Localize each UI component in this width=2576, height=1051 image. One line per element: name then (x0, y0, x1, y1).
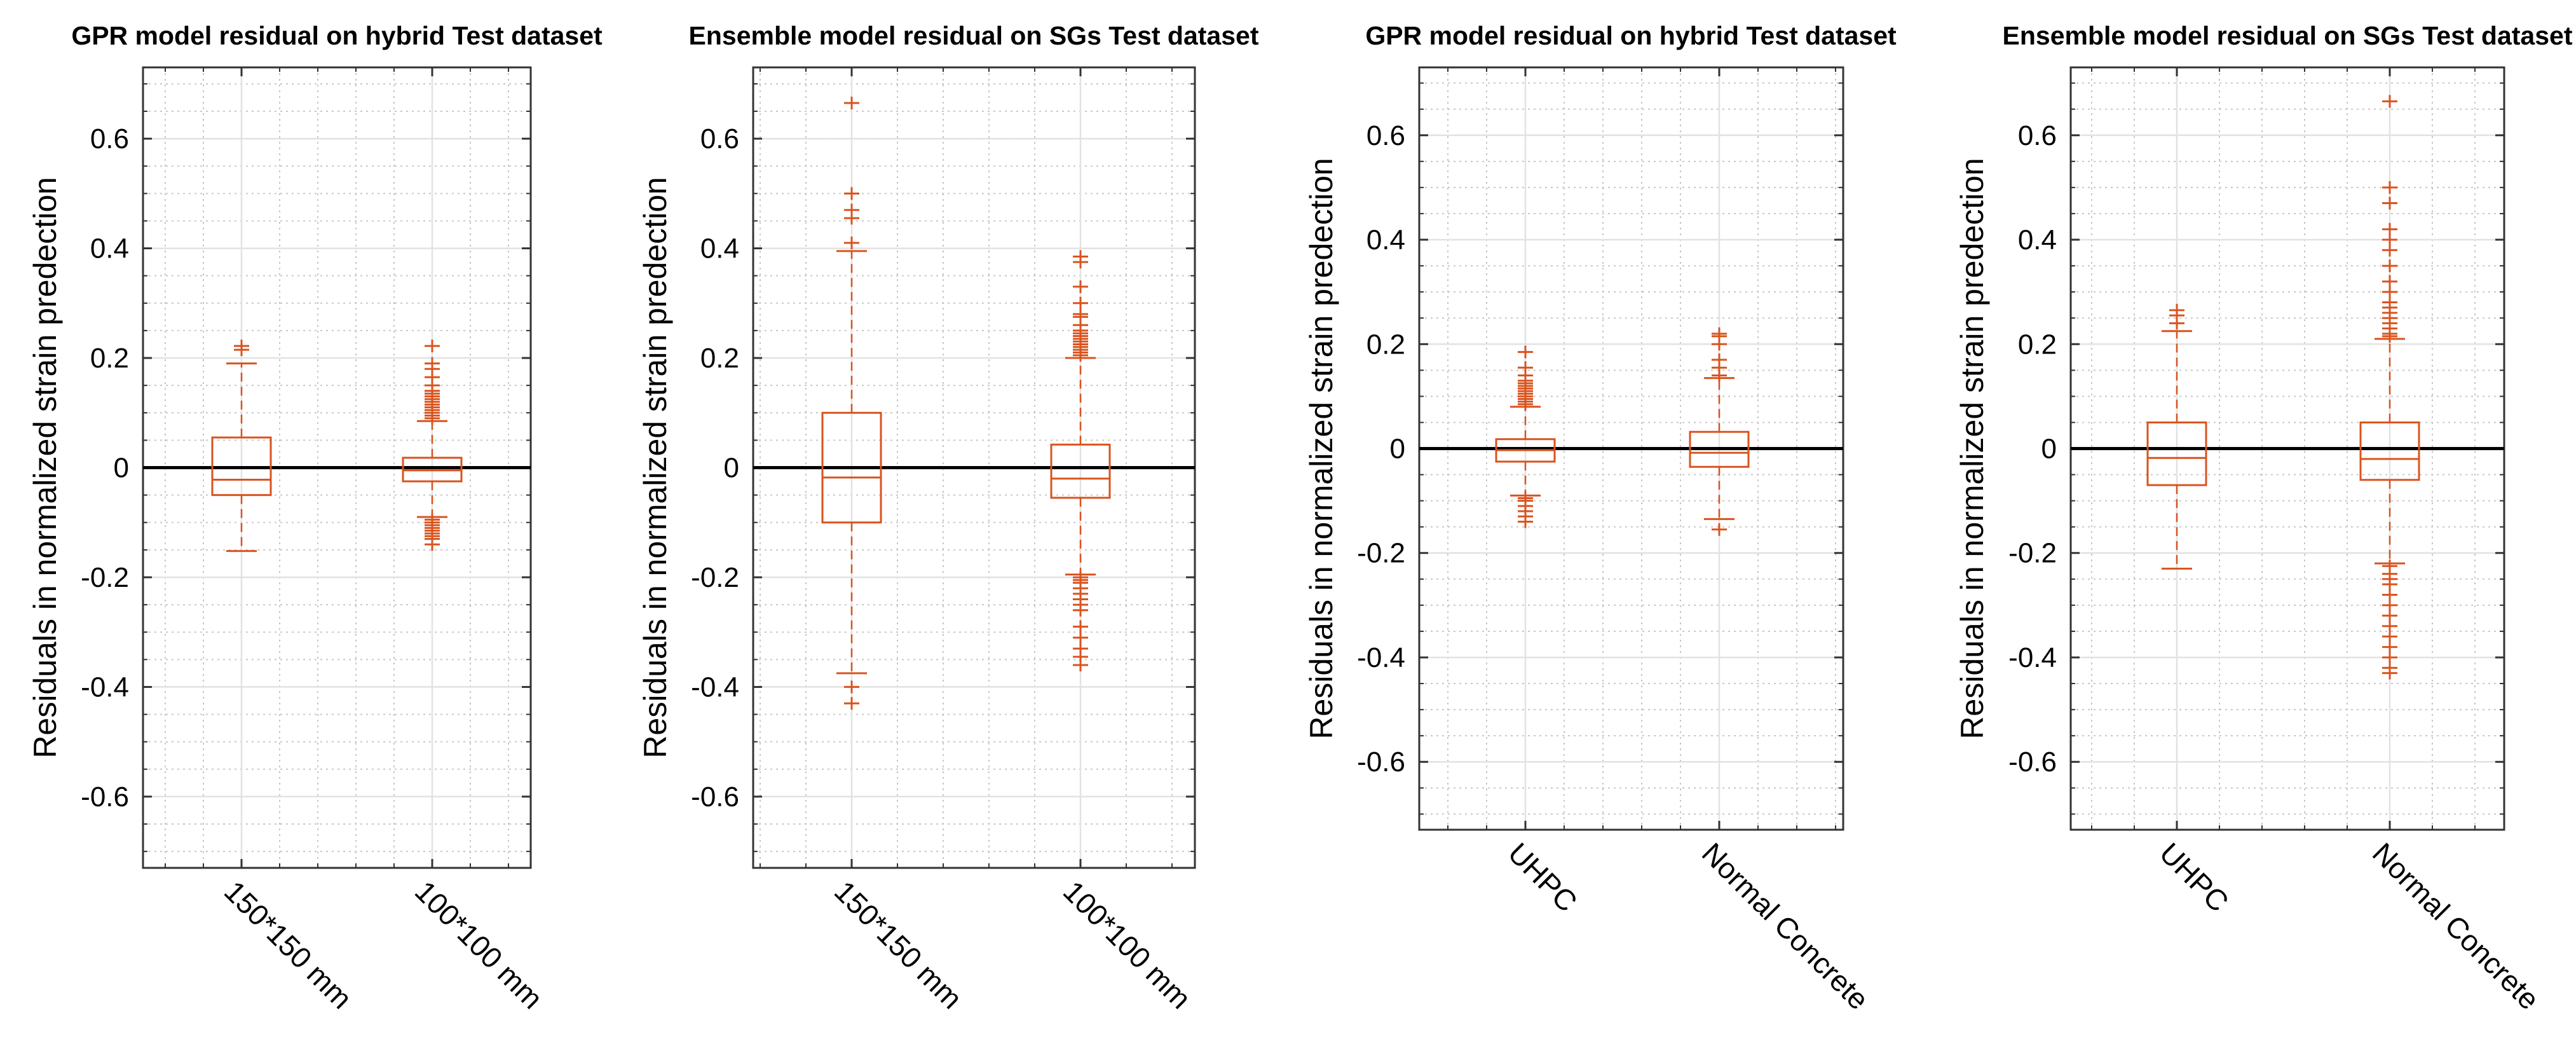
y-tick-label: 0.2 (90, 343, 129, 374)
y-tick-label: -0.4 (1357, 642, 1405, 673)
y-tick-label: -0.2 (1357, 538, 1405, 569)
box-1 (211, 340, 272, 553)
x-category-label: 150*150 mm (218, 874, 358, 1015)
y-tick-label: -0.6 (691, 781, 739, 813)
box-2 (1050, 250, 1111, 671)
y-tick-label: 0.2 (700, 343, 739, 374)
box-iqr (821, 411, 882, 524)
y-tick-label: -0.6 (2008, 746, 2057, 778)
box-2 (402, 340, 463, 551)
y-axis-label: Residuals in normalized strain predectio… (27, 177, 63, 758)
y-tick-label: -0.4 (691, 671, 739, 703)
y-tick-label: 0 (114, 453, 129, 484)
y-tick-label: 0 (724, 453, 739, 484)
chart-title: Ensemble model residual on SGs Test data… (689, 21, 1259, 50)
y-tick-label: 0.4 (90, 233, 129, 264)
x-category-label: UHPC (1502, 836, 1584, 918)
y-tick-label: 0.4 (1366, 224, 1405, 256)
box-iqr (1050, 443, 1111, 499)
y-tick-label: -0.2 (2008, 538, 2057, 569)
x-category-label: 150*150 mm (828, 874, 969, 1015)
chart-panel-1: GPR model residual on hybrid Test datase… (27, 21, 603, 1015)
x-category-label: 100*100 mm (1057, 874, 1197, 1015)
y-tick-label: 0.2 (2018, 329, 2057, 360)
chart-panel-4: Ensemble model residual on SGs Test data… (1954, 21, 2573, 1016)
chart-panel-3: GPR model residual on hybrid Test datase… (1304, 21, 1897, 1016)
y-tick-label: 0.4 (2018, 224, 2057, 256)
y-tick-label: 0.6 (90, 123, 129, 155)
box-iqr (2146, 421, 2207, 486)
y-tick-label: -0.6 (81, 781, 129, 813)
y-tick-label: 0.6 (2018, 120, 2057, 151)
y-axis-label: Residuals in normalized strain predectio… (637, 177, 673, 758)
chart-panel-2: Ensemble model residual on SGs Test data… (637, 21, 1259, 1015)
x-category-label: 100*100 mm (409, 874, 549, 1015)
y-axis-label: Residuals in normalized strain predectio… (1954, 158, 1990, 739)
y-tick-label: -0.2 (81, 562, 129, 593)
box-2 (2359, 95, 2420, 680)
box-1 (2146, 303, 2207, 570)
y-tick-label: 0 (2041, 434, 2057, 465)
box-iqr (1689, 430, 1750, 468)
box-iqr (211, 436, 272, 497)
y-tick-label: -0.6 (1357, 746, 1405, 778)
box-1 (1495, 345, 1556, 528)
x-category-label: UHPC (2153, 836, 2235, 918)
y-tick-label: 0 (1390, 434, 1405, 465)
y-axis-label: Residuals in normalized strain predectio… (1304, 158, 1339, 739)
box-iqr (2359, 421, 2420, 481)
x-category-label: Normal Concrete (2366, 836, 2546, 1016)
x-category-label: Normal Concrete (1696, 836, 1876, 1016)
y-tick-label: 0.4 (700, 233, 739, 264)
chart-title: Ensemble model residual on SGs Test data… (2003, 21, 2573, 50)
y-tick-label: -0.2 (691, 562, 739, 593)
y-tick-label: -0.4 (81, 671, 129, 703)
y-tick-label: 0.6 (1366, 120, 1405, 151)
chart-title: GPR model residual on hybrid Test datase… (1365, 21, 1897, 50)
y-tick-label: -0.4 (2008, 642, 2057, 673)
box-2 (1689, 327, 1750, 536)
box-1 (821, 97, 882, 710)
chart-title: GPR model residual on hybrid Test datase… (71, 21, 603, 50)
y-tick-label: 0.6 (700, 123, 739, 155)
y-tick-label: 0.2 (1366, 329, 1405, 360)
